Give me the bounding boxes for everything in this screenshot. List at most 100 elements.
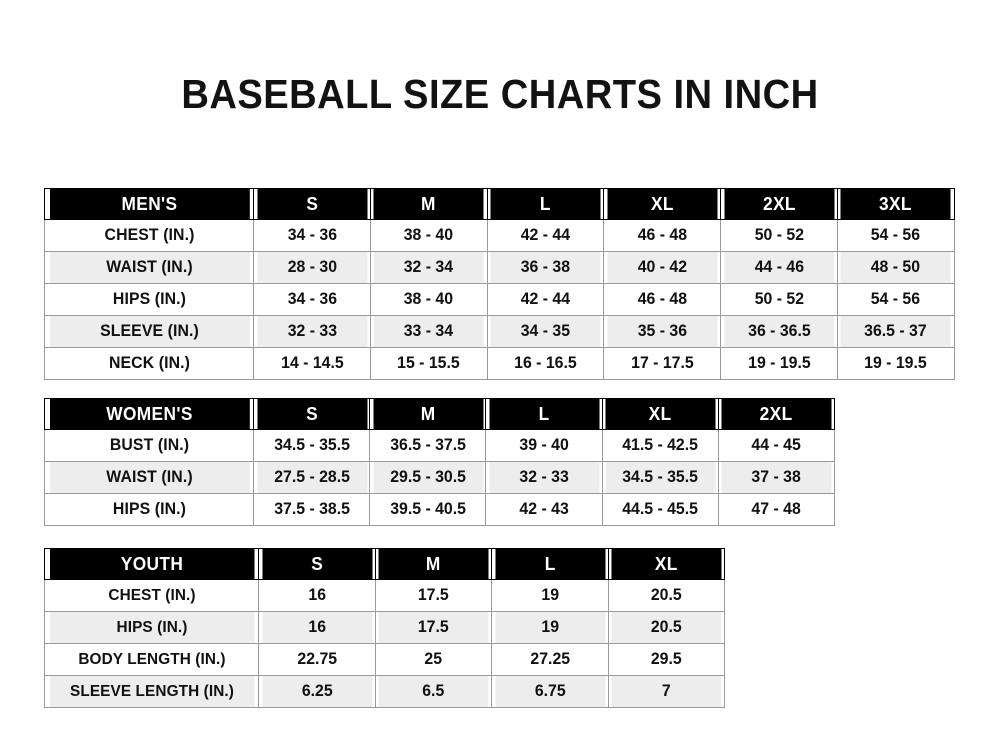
mens-row-label: NECK (IN.)	[48, 347, 250, 380]
measurement-cell: 39 - 40	[487, 429, 601, 462]
measurement-cell: 6.75	[493, 675, 607, 708]
table-row: WAIST (IN.) 27.5 - 28.5 29.5 - 30.5 32 - 33…	[45, 461, 835, 494]
measurement-cell: 17.5	[376, 579, 490, 612]
measurement-cell: 34 - 35	[488, 315, 603, 348]
youth-size-header-m: M	[376, 548, 490, 580]
measurement-cell: 36.5 - 37.5	[371, 429, 485, 462]
womens-size-header-s: S	[255, 398, 368, 430]
mens-table-body: CHEST (IN.) 34 - 36 38 - 40 42 - 44 46 - 48 5…	[45, 219, 955, 380]
womens-size-header-xl: XL	[603, 398, 717, 430]
youth-row-label: SLEEVE LENGTH (IN.)	[48, 675, 255, 708]
page-title: BASEBALL SIZE CHARTS IN INCH	[181, 71, 819, 117]
mens-row-label: WAIST (IN.)	[48, 251, 250, 284]
measurement-cell: 32 - 33	[487, 461, 601, 494]
mens-row-label: HIPS (IN.)	[48, 283, 250, 316]
youth-header-row: YOUTH S M L XL	[45, 548, 725, 580]
table-row: CHEST (IN.) 16 17.5 19 20.5	[45, 579, 725, 612]
womens-size-header-2xl: 2XL	[720, 398, 833, 430]
youth-row-label: HIPS (IN.)	[48, 611, 255, 644]
mens-size-table: MEN'S S M L XL 2XL 3XL CHEST (IN.) 34 - 36 38 - …	[44, 188, 955, 380]
measurement-cell: 46 - 48	[605, 283, 719, 316]
table-row: SLEEVE (IN.) 32 - 33 33 - 34 34 - 35 35 - 36…	[45, 315, 955, 348]
measurement-cell: 22.75	[260, 643, 374, 676]
womens-row-label: BUST (IN.)	[48, 429, 250, 462]
measurement-cell: 42 - 44	[488, 219, 603, 252]
youth-category-header: YOUTH	[48, 548, 255, 580]
table-row: WAIST (IN.) 28 - 30 32 - 34 36 - 38 40 - 42 4…	[45, 251, 955, 284]
measurement-cell: 36.5 - 37	[839, 315, 953, 348]
measurement-cell: 19 - 19.5	[722, 347, 836, 380]
measurement-cell: 15 - 15.5	[372, 347, 486, 380]
mens-table-head: MEN'S S M L XL 2XL 3XL	[45, 188, 955, 220]
measurement-cell: 20.5	[609, 611, 723, 644]
youth-size-header-xl: XL	[609, 548, 723, 580]
measurement-cell: 27.25	[493, 643, 607, 676]
womens-table-body: BUST (IN.) 34.5 - 35.5 36.5 - 37.5 39 - 40 4…	[45, 429, 835, 526]
table-row: HIPS (IN.) 37.5 - 38.5 39.5 - 40.5 42 - 43 4…	[45, 493, 835, 526]
womens-size-header-l: L	[487, 398, 601, 430]
youth-table-head: YOUTH S M L XL	[45, 548, 725, 580]
measurement-cell: 33 - 34	[372, 315, 486, 348]
measurement-cell: 40 - 42	[605, 251, 719, 284]
measurement-cell: 36 - 38	[488, 251, 603, 284]
measurement-cell: 44.5 - 45.5	[603, 493, 717, 526]
youth-size-header-l: L	[493, 548, 607, 580]
measurement-cell: 32 - 33	[255, 315, 369, 348]
mens-header-row: MEN'S S M L XL 2XL 3XL	[45, 188, 955, 220]
youth-row-label: BODY LENGTH (IN.)	[48, 643, 255, 676]
measurement-cell: 16 - 16.5	[488, 347, 603, 380]
measurement-cell: 19	[493, 579, 607, 612]
youth-size-table: YOUTH S M L XL CHEST (IN.) 16 17.5 19 20.5 HIPS (…	[44, 548, 725, 708]
measurement-cell: 50 - 52	[722, 219, 836, 252]
mens-row-label: SLEEVE (IN.)	[48, 315, 250, 348]
womens-header-row: WOMEN'S S M L XL 2XL	[45, 398, 835, 430]
measurement-cell: 17 - 17.5	[605, 347, 719, 380]
measurement-cell: 50 - 52	[722, 283, 836, 316]
womens-row-label: WAIST (IN.)	[48, 461, 250, 494]
measurement-cell: 17.5	[376, 611, 490, 644]
table-row: BODY LENGTH (IN.) 22.75 25 27.25 29.5	[45, 643, 725, 676]
measurement-cell: 20.5	[609, 579, 723, 612]
measurement-cell: 6.5	[376, 675, 490, 708]
table-row: SLEEVE LENGTH (IN.) 6.25 6.5 6.75 7	[45, 675, 725, 708]
womens-size-header-m: M	[371, 398, 485, 430]
measurement-cell: 35 - 36	[605, 315, 719, 348]
youth-size-header-s: S	[260, 548, 374, 580]
mens-size-header-s: S	[255, 188, 369, 220]
table-row: CHEST (IN.) 34 - 36 38 - 40 42 - 44 46 - 48 5…	[45, 219, 955, 252]
measurement-cell: 36 - 36.5	[722, 315, 836, 348]
measurement-cell: 41.5 - 42.5	[603, 429, 717, 462]
womens-category-header: WOMEN'S	[48, 398, 250, 430]
mens-size-header-xl: XL	[605, 188, 719, 220]
womens-size-table: WOMEN'S S M L XL 2XL BUST (IN.) 34.5 - 35.5 36.…	[44, 398, 835, 526]
measurement-cell: 44 - 45	[720, 429, 833, 462]
measurement-cell: 54 - 56	[839, 283, 953, 316]
measurement-cell: 34.5 - 35.5	[603, 461, 717, 494]
measurement-cell: 38 - 40	[372, 219, 486, 252]
measurement-cell: 29.5	[609, 643, 723, 676]
measurement-cell: 16	[260, 579, 374, 612]
measurement-cell: 29.5 - 30.5	[371, 461, 485, 494]
measurement-cell: 34 - 36	[255, 219, 369, 252]
measurement-cell: 44 - 46	[722, 251, 836, 284]
measurement-cell: 27.5 - 28.5	[255, 461, 368, 494]
table-row: NECK (IN.) 14 - 14.5 15 - 15.5 16 - 16.5 17 …	[45, 347, 955, 380]
measurement-cell: 32 - 34	[372, 251, 486, 284]
measurement-cell: 39.5 - 40.5	[371, 493, 485, 526]
measurement-cell: 54 - 56	[839, 219, 953, 252]
womens-table-head: WOMEN'S S M L XL 2XL	[45, 398, 835, 430]
measurement-cell: 42 - 44	[488, 283, 603, 316]
measurement-cell: 47 - 48	[720, 493, 833, 526]
mens-row-label: CHEST (IN.)	[48, 219, 250, 252]
womens-row-label: HIPS (IN.)	[48, 493, 250, 526]
youth-row-label: CHEST (IN.)	[48, 579, 255, 612]
measurement-cell: 14 - 14.5	[255, 347, 369, 380]
youth-table-body: CHEST (IN.) 16 17.5 19 20.5 HIPS (IN.) 16 17.5 1…	[45, 579, 725, 708]
measurement-cell: 46 - 48	[605, 219, 719, 252]
table-row: HIPS (IN.) 34 - 36 38 - 40 42 - 44 46 - 48 50…	[45, 283, 955, 316]
mens-size-header-m: M	[372, 188, 486, 220]
measurement-cell: 48 - 50	[839, 251, 953, 284]
mens-category-header: MEN'S	[48, 188, 250, 220]
mens-size-header-2xl: 2XL	[722, 188, 836, 220]
